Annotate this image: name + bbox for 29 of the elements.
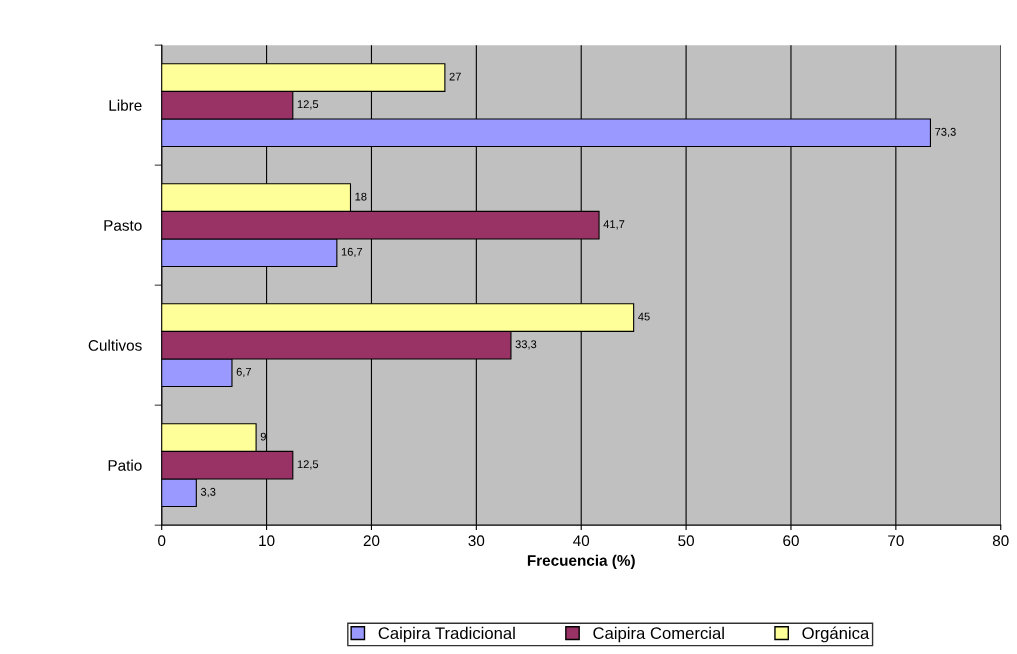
data-label: 73,3: [935, 127, 956, 138]
x-tick-label: 70: [888, 535, 904, 547]
y-tick-label: Pasto: [104, 220, 142, 231]
y-tick-label: Cultivos: [88, 339, 142, 351]
data-label: 12,5: [297, 100, 319, 110]
legend-label: Caipira Comercial: [593, 626, 724, 643]
x-tick-label: 80: [992, 535, 1009, 547]
data-label: 45: [638, 312, 650, 321]
x-tick-label: 10: [259, 535, 275, 547]
x-tick-label: 40: [573, 535, 590, 547]
y-tick-label: Libre: [109, 99, 142, 111]
data-label: 6,7: [236, 367, 252, 378]
y-tick-label: Patio: [108, 459, 142, 471]
data-label: 18: [355, 192, 367, 201]
legend-label: Caipira Tradicional: [378, 626, 515, 643]
x-axis-title: Frecuencia (%): [527, 554, 635, 569]
data-label: 12,5: [297, 460, 319, 470]
x-tick-label: 0: [158, 535, 166, 547]
data-label: 9: [260, 432, 266, 441]
x-tick-label: 30: [468, 535, 485, 547]
data-label: 33,3: [515, 340, 537, 350]
data-label: 41,7: [603, 220, 625, 230]
x-tick-label: 50: [678, 535, 694, 547]
data-label: 3,3: [200, 487, 216, 498]
data-label: 27: [449, 72, 461, 81]
x-tick-label: 60: [783, 535, 799, 547]
legend-label: Orgánica: [802, 626, 870, 643]
x-tick-label: 20: [363, 535, 380, 547]
data-label: 16,7: [341, 247, 363, 258]
